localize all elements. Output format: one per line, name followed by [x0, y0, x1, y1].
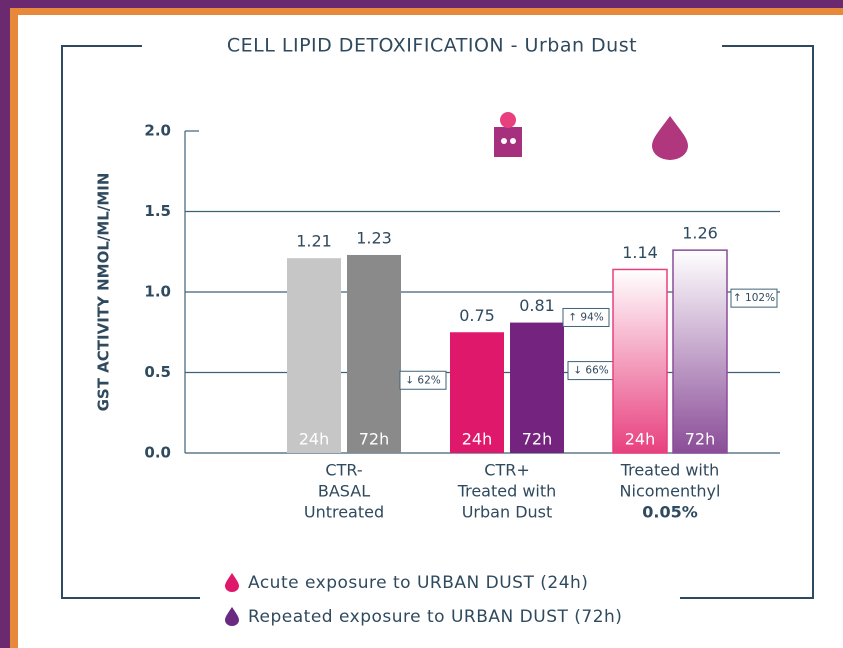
- x-tick-label: Treated with: [457, 482, 557, 501]
- bar: [287, 258, 341, 453]
- bar-label: 72h: [359, 430, 390, 449]
- bar: [612, 268, 668, 454]
- y-axis-label: GST ACTIVITY NMOL/ML/MIN: [95, 173, 113, 412]
- icon-part: [500, 112, 516, 128]
- icon-part: [501, 138, 507, 144]
- chart-title: CELL LIPID DETOXIFICATION - Urban Dust: [227, 35, 637, 57]
- x-tick-label: CTR-: [325, 461, 362, 480]
- value-label: 1.14: [622, 243, 658, 262]
- y-tick-label: 0.5: [144, 363, 171, 381]
- annotation: ↑ 94%: [568, 311, 603, 323]
- annotation: ↓ 62%: [405, 374, 440, 386]
- y-tick-label: 2.0: [144, 122, 171, 140]
- value-label: 0.81: [519, 296, 555, 315]
- legend-label: Acute exposure to URBAN DUST (24h): [248, 573, 588, 593]
- legend-swatch: [225, 573, 239, 592]
- annotation: ↓ 66%: [573, 365, 608, 377]
- drop-icon: [652, 116, 688, 160]
- factory-icon: [494, 112, 522, 157]
- x-tick-label: CTR+: [484, 461, 529, 480]
- frame: [61, 45, 814, 599]
- x-tick-label: Untreated: [304, 503, 384, 522]
- x-tick-label: BASAL: [318, 482, 370, 501]
- bar: [347, 254, 401, 453]
- legend-label: Repeated exposure to URBAN DUST (72h): [248, 607, 622, 627]
- annotation-box: [399, 370, 447, 390]
- value-label: 1.23: [356, 228, 392, 247]
- bar-label: 24h: [462, 430, 493, 449]
- annotation-box: [730, 288, 778, 308]
- bar-label: 24h: [299, 430, 330, 449]
- bar: [672, 249, 728, 454]
- x-tick-label: Nicomenthyl: [620, 482, 721, 501]
- frame-left: [61, 45, 200, 599]
- x-tick-label: Urban Dust: [462, 503, 553, 522]
- y-tick-label: 1.0: [144, 283, 171, 301]
- y-tick-label: 0.0: [144, 444, 171, 462]
- annotation-box: [562, 307, 610, 327]
- legend-swatch: [225, 607, 239, 626]
- y-tick-label: 1.5: [144, 202, 171, 220]
- icon-part: [494, 127, 522, 157]
- value-label: 0.75: [459, 306, 495, 325]
- frame-right: [680, 45, 814, 599]
- value-label: 1.26: [682, 224, 718, 243]
- x-tick-label: 0.05%: [642, 503, 698, 522]
- x-tick-label: Treated with: [620, 461, 720, 480]
- bar-label: 24h: [625, 430, 656, 449]
- value-label: 1.21: [296, 232, 332, 251]
- bar-label: 72h: [522, 430, 553, 449]
- bar: [510, 322, 564, 453]
- bar-label: 72h: [685, 430, 716, 449]
- annotation: ↑ 102%: [733, 292, 775, 304]
- icon-part: [510, 138, 516, 144]
- bar: [450, 332, 504, 453]
